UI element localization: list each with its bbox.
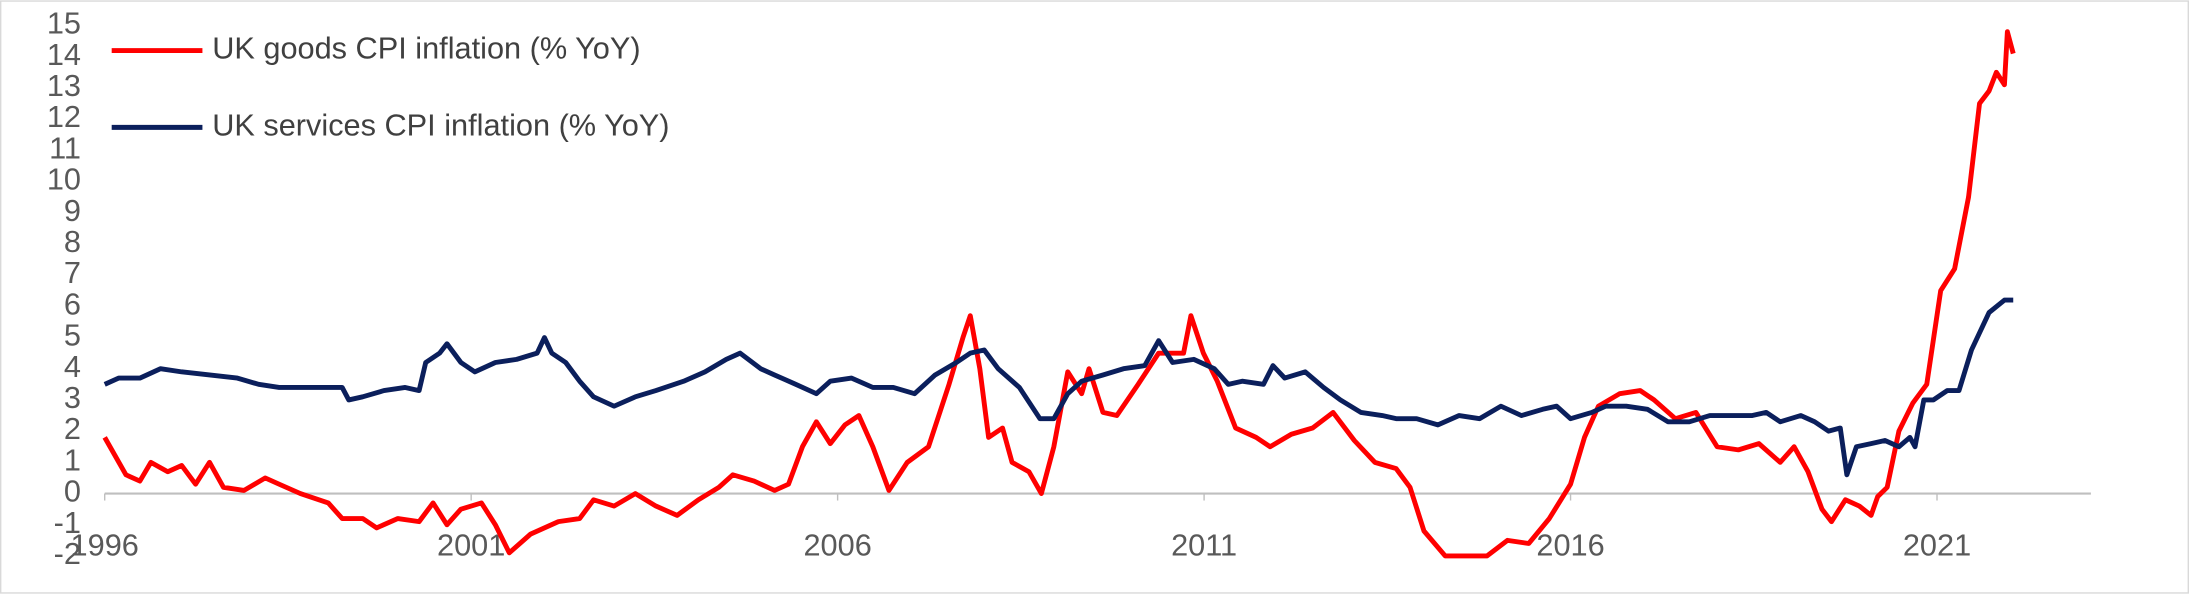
legend-label: UK services CPI inflation (% YoY): [212, 107, 669, 142]
y-tick-label: 2: [64, 411, 81, 446]
y-tick-label: 0: [64, 474, 81, 509]
y-tick-label: 12: [47, 99, 81, 134]
y-tick-label: 8: [64, 224, 81, 259]
y-tick-label: 9: [64, 193, 81, 228]
y-tick-label: 6: [64, 286, 81, 321]
x-tick-label: 2006: [803, 528, 871, 563]
y-tick-label: 7: [64, 255, 81, 290]
y-tick-label: 15: [47, 6, 81, 41]
y-tick-label: 10: [47, 162, 81, 197]
legend-label: UK goods CPI inflation (% YoY): [212, 31, 640, 66]
y-tick-label: -1: [54, 505, 81, 540]
y-tick-label: 11: [49, 130, 81, 165]
y-tick-label: 4: [64, 349, 81, 384]
x-tick-label: 2011: [1171, 528, 1237, 563]
y-tick-label: 3: [64, 380, 81, 415]
x-tick-label: 2001: [437, 528, 505, 563]
series-line: [103, 297, 2014, 478]
y-tick-label: 13: [47, 68, 81, 103]
x-tick-label: 2016: [1536, 528, 1604, 563]
x-tick-label: 2021: [1903, 528, 1971, 563]
series-line: [102, 29, 2016, 559]
plot-area: [102, 29, 2016, 559]
y-tick-label: 1: [64, 442, 81, 477]
y-tick-label: -2: [54, 536, 81, 571]
x-tick-label: 1996: [71, 528, 139, 563]
y-tick-label: 5: [64, 318, 81, 353]
y-tick-label: 14: [47, 37, 81, 72]
